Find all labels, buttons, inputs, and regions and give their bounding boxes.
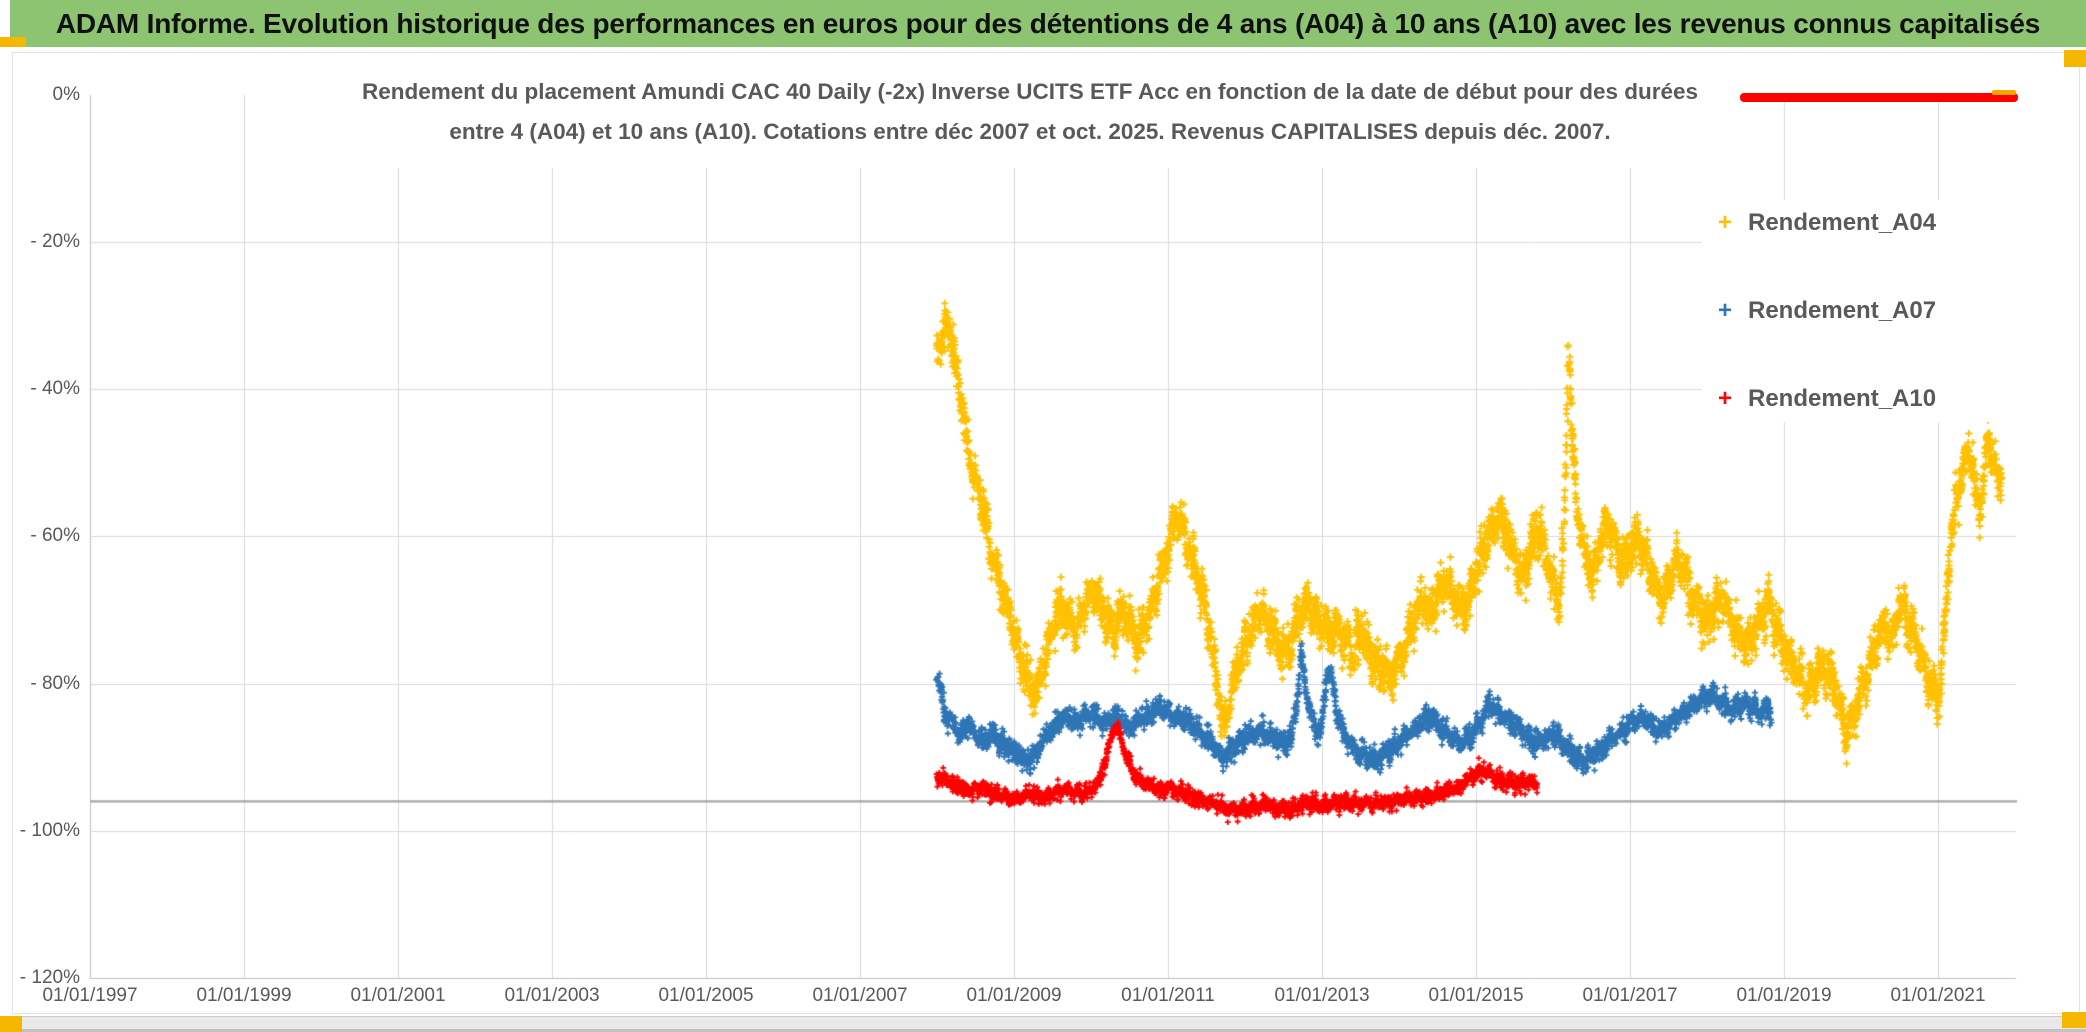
legend-label: Rendement_A10 [1748,385,1937,412]
y-axis-tick-label: - 80% [30,672,80,694]
bottom-strip [0,1016,2086,1032]
x-axis-tick-label: 01/01/2005 [658,985,754,1006]
x-axis-tick-label: 01/01/2021 [1890,985,1986,1006]
red-annotation-accent [1992,90,2016,95]
chart-legend[interactable]: + Rendement_A04 + Rendement_A07 + Rendement_A… [1702,200,2046,422]
chart-title-line2: entre 4 (A04) et 10 ans (A10). Cotations… [449,119,1611,144]
chart-title: Rendement du placement Amundi CAC 40 Dai… [315,56,1745,168]
legend-plus-marker-icon: + [1717,385,1732,412]
legend-plus-marker-icon: + [1717,209,1732,236]
legend-entry-rendement_a10[interactable]: + Rendement_A10 [1702,382,2046,416]
x-axis-tick-label: 01/01/2009 [966,985,1062,1006]
x-axis-tick-label: 01/01/2011 [1121,985,1215,1006]
x-axis-tick-label: 01/01/2013 [1274,985,1370,1006]
x-axis-tick-label: 01/01/1997 [42,985,138,1006]
x-axis-tick-label: 01/01/2015 [1428,985,1524,1006]
corner-accent-top-right [2064,50,2086,67]
y-axis-tick-label: - 20% [30,231,80,253]
corner-accent-bottom-left [0,1016,22,1032]
x-axis-tick-label: 01/01/1999 [196,985,292,1006]
y-axis-tick-label: - 60% [30,525,80,547]
y-axis-tick-label: - 40% [30,378,80,400]
legend-entry-rendement_a07[interactable]: + Rendement_A07 [1702,294,2046,328]
chart-title-line1: Rendement du placement Amundi CAC 40 Dai… [361,79,1699,104]
legend-label: Rendement_A07 [1748,297,1937,324]
y-axis-tick-label: - 100% [19,819,80,841]
x-axis-tick-label: 01/01/2017 [1582,985,1678,1006]
y-axis-tick-label: - 120% [19,966,80,988]
corner-accent-top-left [0,37,26,47]
red-annotation-line [1740,93,2018,102]
x-axis-tick-label: 01/01/2007 [812,985,908,1006]
legend-label: Rendement_A04 [1748,209,1937,236]
corner-accent-bottom-right [2062,1012,2086,1028]
legend-entry-rendement_a04[interactable]: + Rendement_A04 [1702,206,2046,240]
legend-plus-marker-icon: + [1717,297,1732,324]
x-axis-tick-label: 01/01/2019 [1736,985,1832,1006]
x-axis-tick-label: 01/01/2001 [350,985,446,1006]
y-axis-tick-label: 0% [52,84,80,105]
x-axis-tick-label: 01/01/2003 [504,985,600,1006]
